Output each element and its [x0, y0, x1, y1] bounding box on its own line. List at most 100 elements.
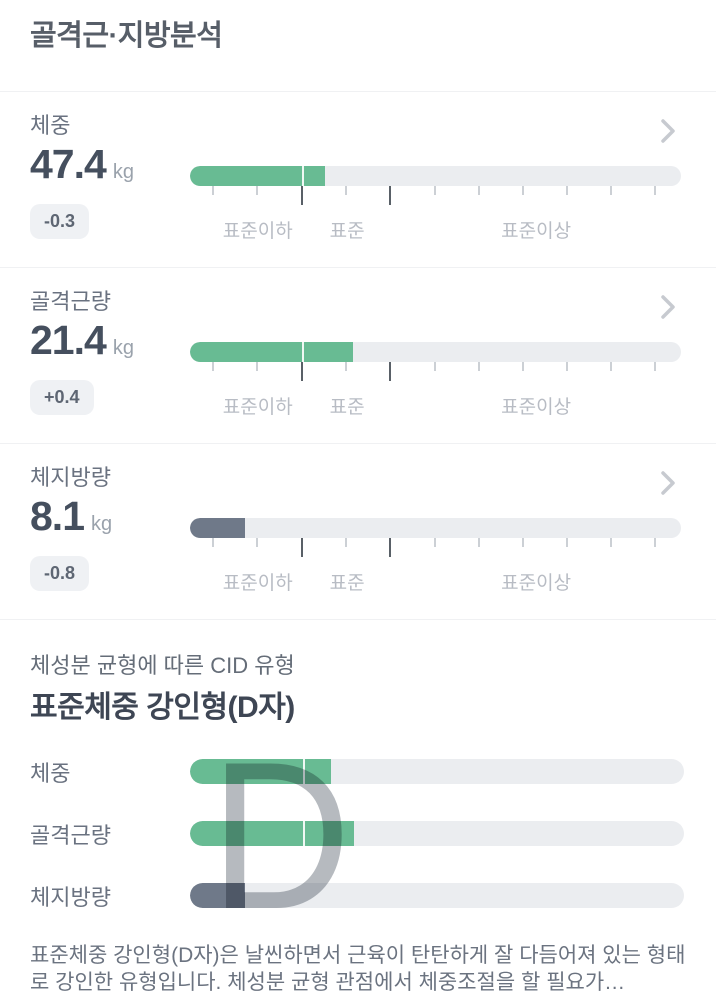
standard-marker — [301, 342, 304, 362]
minor-tick — [566, 538, 569, 547]
zone-label: 표준 — [329, 573, 365, 594]
delta-badge: +0.4 — [30, 380, 94, 415]
delta-badge: -0.3 — [30, 204, 90, 239]
zone-label: 표준이상 — [501, 573, 572, 594]
bar-fill — [190, 821, 354, 846]
standard-marker — [301, 166, 304, 186]
metric-value: 8.1 kg — [30, 494, 112, 538]
minor-tick — [521, 538, 524, 547]
minor-tick — [653, 538, 656, 547]
bar-track — [190, 166, 681, 186]
bar-track — [190, 821, 684, 846]
cid-bars: 체중 골격근량 체지방량 — [0, 759, 716, 945]
bar-scale: 표준이하 표준 표준이상 — [190, 538, 681, 598]
minor-tick — [212, 538, 215, 547]
minor-tick — [521, 362, 524, 371]
cid-bar-fat — [190, 883, 684, 908]
cid-row-label: 골격근량 — [30, 822, 111, 848]
minor-tick — [433, 362, 436, 371]
minor-tick — [609, 186, 612, 195]
fat-bar: 표준이하 표준 표준이상 — [190, 518, 681, 598]
zone-label: 표준이하 — [222, 573, 293, 594]
bar-fill — [190, 166, 326, 186]
chevron-right-icon[interactable] — [660, 294, 676, 320]
metric-label: 골격근량 — [30, 289, 111, 314]
metric-value: 21.4 kg — [30, 318, 134, 362]
minor-tick — [212, 186, 215, 195]
minor-tick — [256, 186, 259, 195]
bar-track — [190, 883, 684, 908]
cid-row-weight: 체중 — [0, 759, 716, 786]
minor-tick — [345, 362, 348, 371]
minor-tick — [256, 538, 259, 547]
major-tick — [300, 186, 303, 205]
minor-tick — [609, 362, 612, 371]
minor-tick — [521, 186, 524, 195]
standard-marker — [302, 821, 305, 846]
minor-tick — [477, 362, 480, 371]
major-tick — [389, 362, 392, 381]
zone-label: 표준이하 — [222, 397, 293, 418]
minor-tick — [653, 186, 656, 195]
chevron-right-icon[interactable] — [660, 118, 676, 144]
minor-tick — [256, 362, 259, 371]
major-tick — [389, 538, 392, 557]
cid-bar-weight — [190, 759, 684, 784]
minor-tick — [566, 362, 569, 371]
cid-row-muscle: 골격근량 — [0, 821, 716, 848]
metric-unit: kg — [112, 161, 134, 183]
cid-description: 표준체중 강인형(D자)은 날씬하면서 근육이 탄탄하게 잘 다듬어져 있는 형… — [30, 944, 686, 994]
metric-number: 8.1 — [30, 493, 85, 539]
bar-scale: 표준이하 표준 표준이상 — [190, 186, 681, 246]
standard-marker — [302, 759, 305, 784]
metric-number: 21.4 — [30, 317, 107, 363]
metric-number: 47.4 — [30, 141, 107, 187]
minor-tick — [433, 186, 436, 195]
major-tick — [300, 362, 303, 381]
metric-label: 체중 — [30, 113, 71, 138]
zone-label: 표준이상 — [501, 397, 572, 418]
minor-tick — [345, 186, 348, 195]
zone-label: 표준이하 — [222, 221, 293, 242]
metric-value: 47.4 kg — [30, 142, 134, 186]
metric-card-weight[interactable]: 체중 47.4 kg -0.3 표준이하 표준 표준이상 — [0, 91, 716, 267]
bar-fill — [190, 518, 245, 538]
zone-label: 표준이상 — [501, 221, 572, 242]
cid-row-label: 체중 — [30, 760, 71, 786]
major-tick — [300, 538, 303, 557]
cid-bar-muscle — [190, 821, 684, 846]
cid-type-title: 표준체중 강인형(D자) — [30, 691, 295, 724]
metric-card-body-fat[interactable]: 체지방량 8.1 kg -0.8 표준이하 표준 표준이상 — [0, 443, 716, 619]
cid-row-fat: 체지방량 — [0, 883, 716, 910]
minor-tick — [609, 538, 612, 547]
minor-tick — [477, 186, 480, 195]
delta-badge: -0.8 — [30, 556, 90, 591]
page-title: 골격근·지방분석 — [30, 20, 223, 52]
cid-type-section: 체성분 균형에 따른 CID 유형 표준체중 강인형(D자) 체중 골격근량 — [0, 619, 716, 1000]
major-tick — [389, 186, 392, 205]
muscle-bar: 표준이하 표준 표준이상 — [190, 342, 681, 422]
bar-track — [190, 759, 684, 784]
bar-fill — [190, 759, 331, 784]
metric-card-skeletal-muscle[interactable]: 골격근량 21.4 kg +0.4 표준이하 표준 표준이상 — [0, 267, 716, 443]
minor-tick — [653, 362, 656, 371]
bar-fill — [190, 883, 246, 908]
metric-unit: kg — [112, 337, 134, 359]
minor-tick — [477, 538, 480, 547]
weight-bar: 표준이하 표준 표준이상 — [190, 166, 681, 246]
zone-label: 표준 — [329, 397, 365, 418]
minor-tick — [345, 538, 348, 547]
minor-tick — [212, 362, 215, 371]
minor-tick — [433, 538, 436, 547]
minor-tick — [566, 186, 569, 195]
bar-track — [190, 342, 681, 362]
metric-unit: kg — [91, 513, 113, 535]
bar-fill — [190, 342, 353, 362]
metric-label: 체지방량 — [30, 465, 111, 490]
bar-scale: 표준이하 표준 표준이상 — [190, 362, 681, 422]
zone-label: 표준 — [329, 221, 365, 242]
chevron-right-icon[interactable] — [660, 470, 676, 496]
cid-subtitle: 체성분 균형에 따른 CID 유형 — [30, 653, 295, 678]
bar-track — [190, 518, 681, 538]
